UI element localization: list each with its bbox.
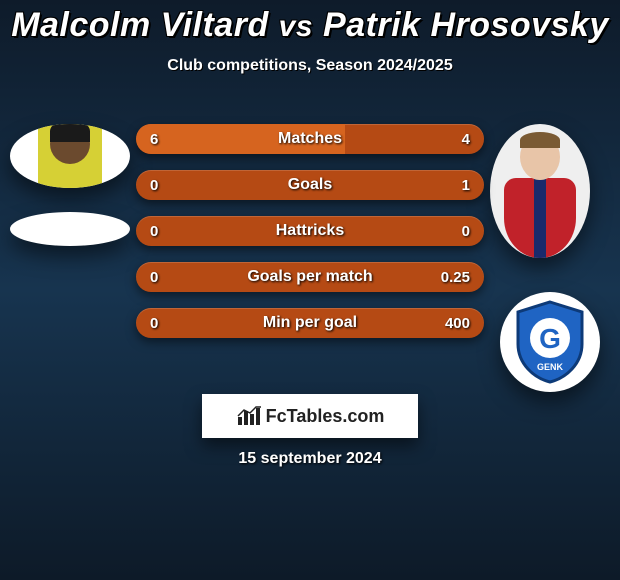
stat-label: Matches bbox=[136, 124, 484, 154]
stat-label: Min per goal bbox=[136, 308, 484, 338]
brand-badge: FcTables.com bbox=[202, 394, 418, 438]
brand-text-prefix: Fc bbox=[266, 406, 287, 427]
club-shield-letter: G bbox=[539, 323, 561, 354]
page-title: Malcolm Viltard vs Patrik Hrosovsky bbox=[0, 0, 620, 45]
stat-row: 00.25Goals per match bbox=[136, 262, 484, 292]
title-player2: Patrik Hrosovsky bbox=[323, 6, 609, 44]
subtitle: Club competitions, Season 2024/2025 bbox=[0, 57, 620, 75]
stat-row: 01Goals bbox=[136, 170, 484, 200]
player-left-hair bbox=[50, 124, 90, 142]
player-right-stripe bbox=[534, 178, 546, 258]
date-text: 15 september 2024 bbox=[238, 450, 381, 468]
player-left-avatar bbox=[10, 124, 130, 188]
stat-label: Goals per match bbox=[136, 262, 484, 292]
player-right-club-badge: G GENK bbox=[500, 292, 600, 392]
player-right-avatar bbox=[490, 124, 590, 258]
stat-row: 64Matches bbox=[136, 124, 484, 154]
comparison-bars: 64Matches 01Goals 00Hattricks 00.25Goals pe… bbox=[136, 124, 484, 354]
player-right-hair bbox=[520, 132, 560, 148]
stat-row: 00Hattricks bbox=[136, 216, 484, 246]
club-shield-icon: G GENK bbox=[514, 300, 586, 384]
title-vs: vs bbox=[279, 10, 313, 43]
stat-label: Hattricks bbox=[136, 216, 484, 246]
player-left-club-badge bbox=[10, 212, 130, 246]
title-player1: Malcolm Viltard bbox=[11, 6, 269, 44]
brand-chart-icon bbox=[236, 405, 262, 427]
stat-row: 0400Min per goal bbox=[136, 308, 484, 338]
brand-text-suffix: Tables.com bbox=[287, 406, 385, 427]
club-shield-name: GENK bbox=[537, 362, 564, 372]
stat-label: Goals bbox=[136, 170, 484, 200]
